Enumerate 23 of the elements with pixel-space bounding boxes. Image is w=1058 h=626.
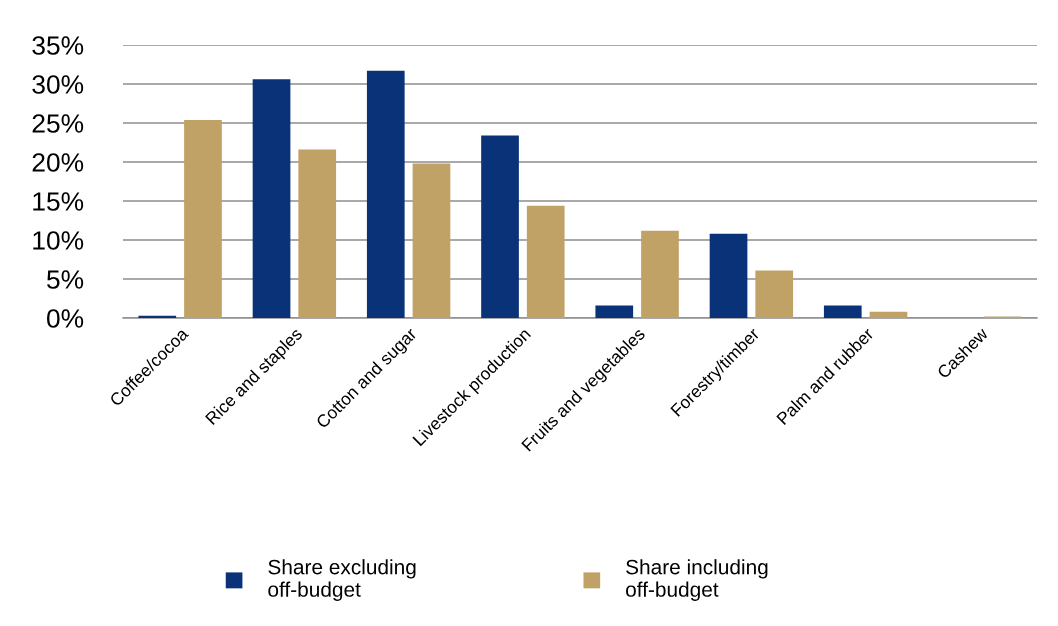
y-tick-label: 20% [32,153,84,172]
bar [595,305,634,318]
bar [641,230,679,318]
bar [366,70,405,318]
legend-label: Share including off-budget [626,559,768,601]
bar [481,135,519,318]
y-tick-label: 0% [47,309,84,328]
y-tick-label: 35% [32,36,84,55]
bar [412,163,451,318]
y-tick-label: 5% [47,270,84,289]
bar [252,79,291,318]
y-tick-label: 15% [33,192,84,211]
bar [709,233,748,318]
bar [526,205,565,318]
bar [755,270,794,318]
y-tick-label: 10% [33,231,84,250]
bar [869,311,908,318]
bar [298,149,337,318]
bar [184,119,222,318]
y-tick-label: 30% [32,75,84,94]
bar [823,305,862,318]
legend-label: Share excluding off-budget [268,559,416,601]
y-tick-label: 25% [32,114,84,133]
